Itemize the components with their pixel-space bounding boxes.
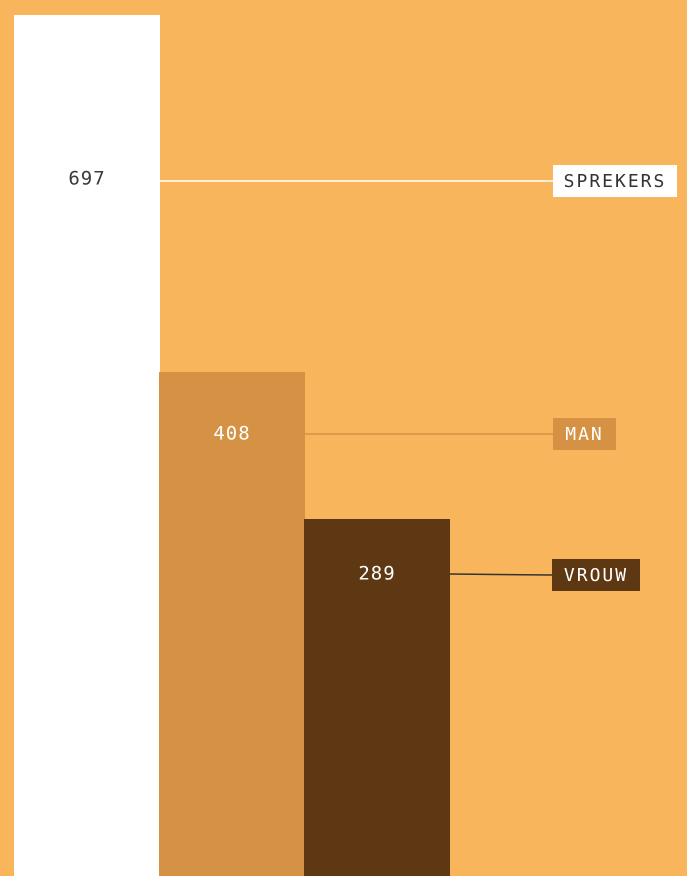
tag-box-man xyxy=(553,418,616,450)
bar-group xyxy=(14,15,450,876)
tag-sprekers: SPREKERS xyxy=(553,165,677,197)
tag-box-sprekers xyxy=(553,165,677,197)
value-label-sprekers: 697 xyxy=(68,168,105,190)
tag-vrouw: VROUW xyxy=(552,559,640,591)
bar-man xyxy=(159,372,305,876)
connector-group xyxy=(160,180,553,576)
tag-label-sprekers: SPREKERS xyxy=(564,171,667,192)
value-label-man: 408 xyxy=(213,423,250,445)
bar-vrouw xyxy=(304,519,450,876)
tag-man: MAN xyxy=(553,418,616,450)
value-label-group: 697 408 289 xyxy=(68,168,395,585)
value-label-vrouw: 289 xyxy=(358,563,395,585)
tag-label-man: MAN xyxy=(565,424,604,445)
category-tag-group: SPREKERS MAN VROUW xyxy=(552,165,677,591)
connector-vrouw xyxy=(449,573,553,576)
tag-label-vrouw: VROUW xyxy=(564,565,628,586)
bar-sprekers xyxy=(14,15,160,876)
tag-box-vrouw xyxy=(552,559,640,591)
